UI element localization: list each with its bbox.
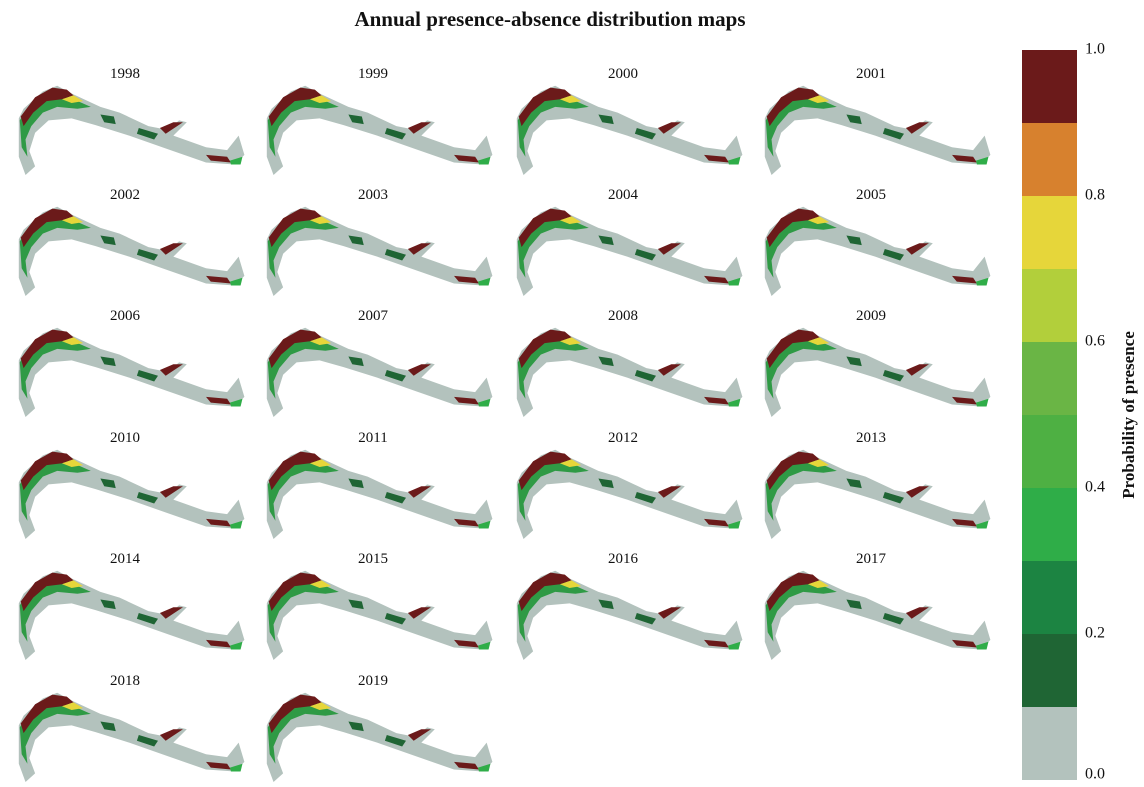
map <box>765 207 991 296</box>
year-label: 2012 <box>608 430 638 446</box>
map-panel: 2002 <box>19 187 245 296</box>
map <box>765 571 991 660</box>
year-label: 2009 <box>856 308 886 324</box>
colorbar-bin <box>1022 415 1077 488</box>
map <box>517 86 743 175</box>
map-panel: 2009 <box>765 308 991 417</box>
map <box>267 571 493 660</box>
map <box>19 450 245 539</box>
colorbar-bin <box>1022 561 1077 634</box>
year-label: 2019 <box>358 673 388 689</box>
map <box>765 450 991 539</box>
map <box>267 693 493 782</box>
map-grid: 1998 1999 2000 2001 2002 2003 2004 2005 2006 2007… <box>19 66 991 782</box>
colorbar-tick-label: 0.0 <box>1085 766 1105 783</box>
colorbar-tick-label: 0.8 <box>1085 187 1105 204</box>
colorbar-bin <box>1022 123 1077 196</box>
map <box>19 693 245 782</box>
colorbar-bin <box>1022 50 1077 123</box>
map <box>267 450 493 539</box>
colorbar: 0.0 0.2 0.4 0.6 0.8 1.0 <box>1022 41 1105 783</box>
year-label: 2016 <box>608 551 639 567</box>
map <box>19 571 245 660</box>
year-label: 2013 <box>856 430 886 446</box>
map-panel: 2005 <box>765 187 991 296</box>
colorbar-bin <box>1022 488 1077 561</box>
year-label: 2014 <box>110 551 141 567</box>
map-panel: 2010 <box>19 430 245 539</box>
map-panel: 1999 <box>267 66 493 175</box>
colorbar-tick-label: 0.4 <box>1085 479 1105 496</box>
map-panel: 1998 <box>19 66 245 175</box>
colorbar-bin <box>1022 634 1077 707</box>
map-panel: 2014 <box>19 551 245 660</box>
year-label: 2011 <box>358 430 387 446</box>
colorbar-tick-label: 1.0 <box>1085 41 1105 58</box>
map-panel: 2016 <box>517 551 743 660</box>
year-label: 1999 <box>358 66 388 82</box>
map-panel: 2011 <box>267 430 493 539</box>
colorbar-bin <box>1022 342 1077 415</box>
map-panel: 2004 <box>517 187 743 296</box>
year-label: 2007 <box>358 308 389 324</box>
map-panel: 2013 <box>765 430 991 539</box>
map <box>517 571 743 660</box>
map <box>267 328 493 417</box>
map <box>19 328 245 417</box>
colorbar-tick-label: 0.2 <box>1085 625 1105 642</box>
map-panel: 2006 <box>19 308 245 417</box>
year-label: 2002 <box>110 187 140 203</box>
map-panel: 2012 <box>517 430 743 539</box>
colorbar-bin <box>1022 196 1077 269</box>
map-panel: 2003 <box>267 187 493 296</box>
map <box>517 450 743 539</box>
colorbar-bin <box>1022 269 1077 342</box>
map <box>765 328 991 417</box>
year-label: 2018 <box>110 673 140 689</box>
map-panel: 2007 <box>267 308 493 417</box>
year-label: 1998 <box>110 66 140 82</box>
map-panel: 2008 <box>517 308 743 417</box>
year-label: 2017 <box>856 551 887 567</box>
map <box>517 207 743 296</box>
year-label: 2015 <box>358 551 388 567</box>
year-label: 2010 <box>110 430 140 446</box>
year-label: 2001 <box>856 66 886 82</box>
map <box>19 86 245 175</box>
map <box>267 207 493 296</box>
year-label: 2000 <box>608 66 638 82</box>
colorbar-tick-label: 0.6 <box>1085 333 1105 350</box>
figure: Annual presence-absence distribution map… <box>0 0 1144 787</box>
map-panel: 2019 <box>267 673 493 782</box>
year-label: 2005 <box>856 187 886 203</box>
colorbar-label: Probability of presence <box>1119 331 1138 499</box>
map <box>765 86 991 175</box>
year-label: 2006 <box>110 308 141 324</box>
map-panel: 2001 <box>765 66 991 175</box>
map-panel: 2018 <box>19 673 245 782</box>
colorbar-bin <box>1022 707 1077 780</box>
map-panel: 2000 <box>517 66 743 175</box>
map-panel: 2015 <box>267 551 493 660</box>
map-panel: 2017 <box>765 551 991 660</box>
map <box>267 86 493 175</box>
map <box>19 207 245 296</box>
year-label: 2003 <box>358 187 388 203</box>
year-label: 2004 <box>608 187 639 203</box>
title: Annual presence-absence distribution map… <box>354 7 745 31</box>
map <box>517 328 743 417</box>
year-label: 2008 <box>608 308 638 324</box>
